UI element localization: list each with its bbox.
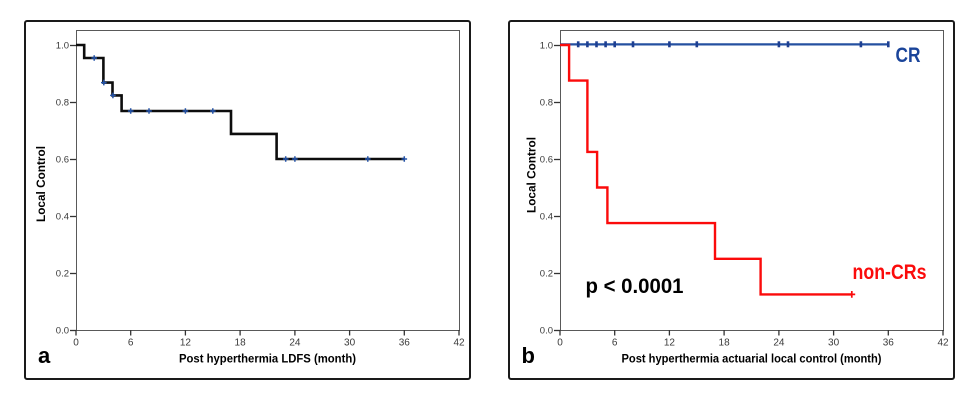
svg-text:36: 36 <box>883 338 895 349</box>
svg-text:0.0: 0.0 <box>56 325 69 336</box>
svg-text:Post hyperthermia LDFS (month): Post hyperthermia LDFS (month) <box>179 352 356 366</box>
svg-text:24: 24 <box>773 338 785 349</box>
svg-text:0.8: 0.8 <box>540 97 553 108</box>
svg-text:18: 18 <box>719 338 731 349</box>
svg-text:Local Control: Local Control <box>525 137 539 213</box>
svg-text:36: 36 <box>399 338 411 349</box>
svg-text:Local Control: Local Control <box>34 146 48 222</box>
svg-text:12: 12 <box>180 338 192 349</box>
svg-text:1.0: 1.0 <box>540 40 553 51</box>
svg-text:12: 12 <box>664 338 676 349</box>
svg-text:p < 0.0001: p < 0.0001 <box>586 275 684 298</box>
svg-text:42: 42 <box>453 338 465 349</box>
svg-text:24: 24 <box>289 338 301 349</box>
svg-text:0.8: 0.8 <box>56 97 69 108</box>
svg-text:6: 6 <box>612 338 618 349</box>
svg-text:42: 42 <box>937 338 949 349</box>
svg-text:CR: CR <box>896 44 921 67</box>
svg-text:18: 18 <box>235 338 247 349</box>
svg-text:0: 0 <box>73 338 79 349</box>
svg-text:non-CRs: non-CRs <box>853 261 927 284</box>
svg-text:30: 30 <box>344 338 356 349</box>
svg-text:0.2: 0.2 <box>56 268 69 279</box>
svg-text:0.2: 0.2 <box>540 268 553 279</box>
svg-text:1.0: 1.0 <box>56 40 69 51</box>
svg-text:0.6: 0.6 <box>540 154 553 165</box>
svg-text:30: 30 <box>828 338 840 349</box>
svg-text:0.4: 0.4 <box>56 211 69 222</box>
svg-text:a: a <box>38 343 51 368</box>
svg-text:b: b <box>522 343 535 368</box>
svg-text:0: 0 <box>557 338 563 349</box>
svg-text:6: 6 <box>128 338 134 349</box>
svg-text:0.4: 0.4 <box>540 211 553 222</box>
svg-text:0.0: 0.0 <box>540 325 553 336</box>
svg-text:Post hyperthermia actuarial lo: Post hyperthermia actuarial local contro… <box>622 352 882 366</box>
svg-text:0.6: 0.6 <box>56 154 69 165</box>
